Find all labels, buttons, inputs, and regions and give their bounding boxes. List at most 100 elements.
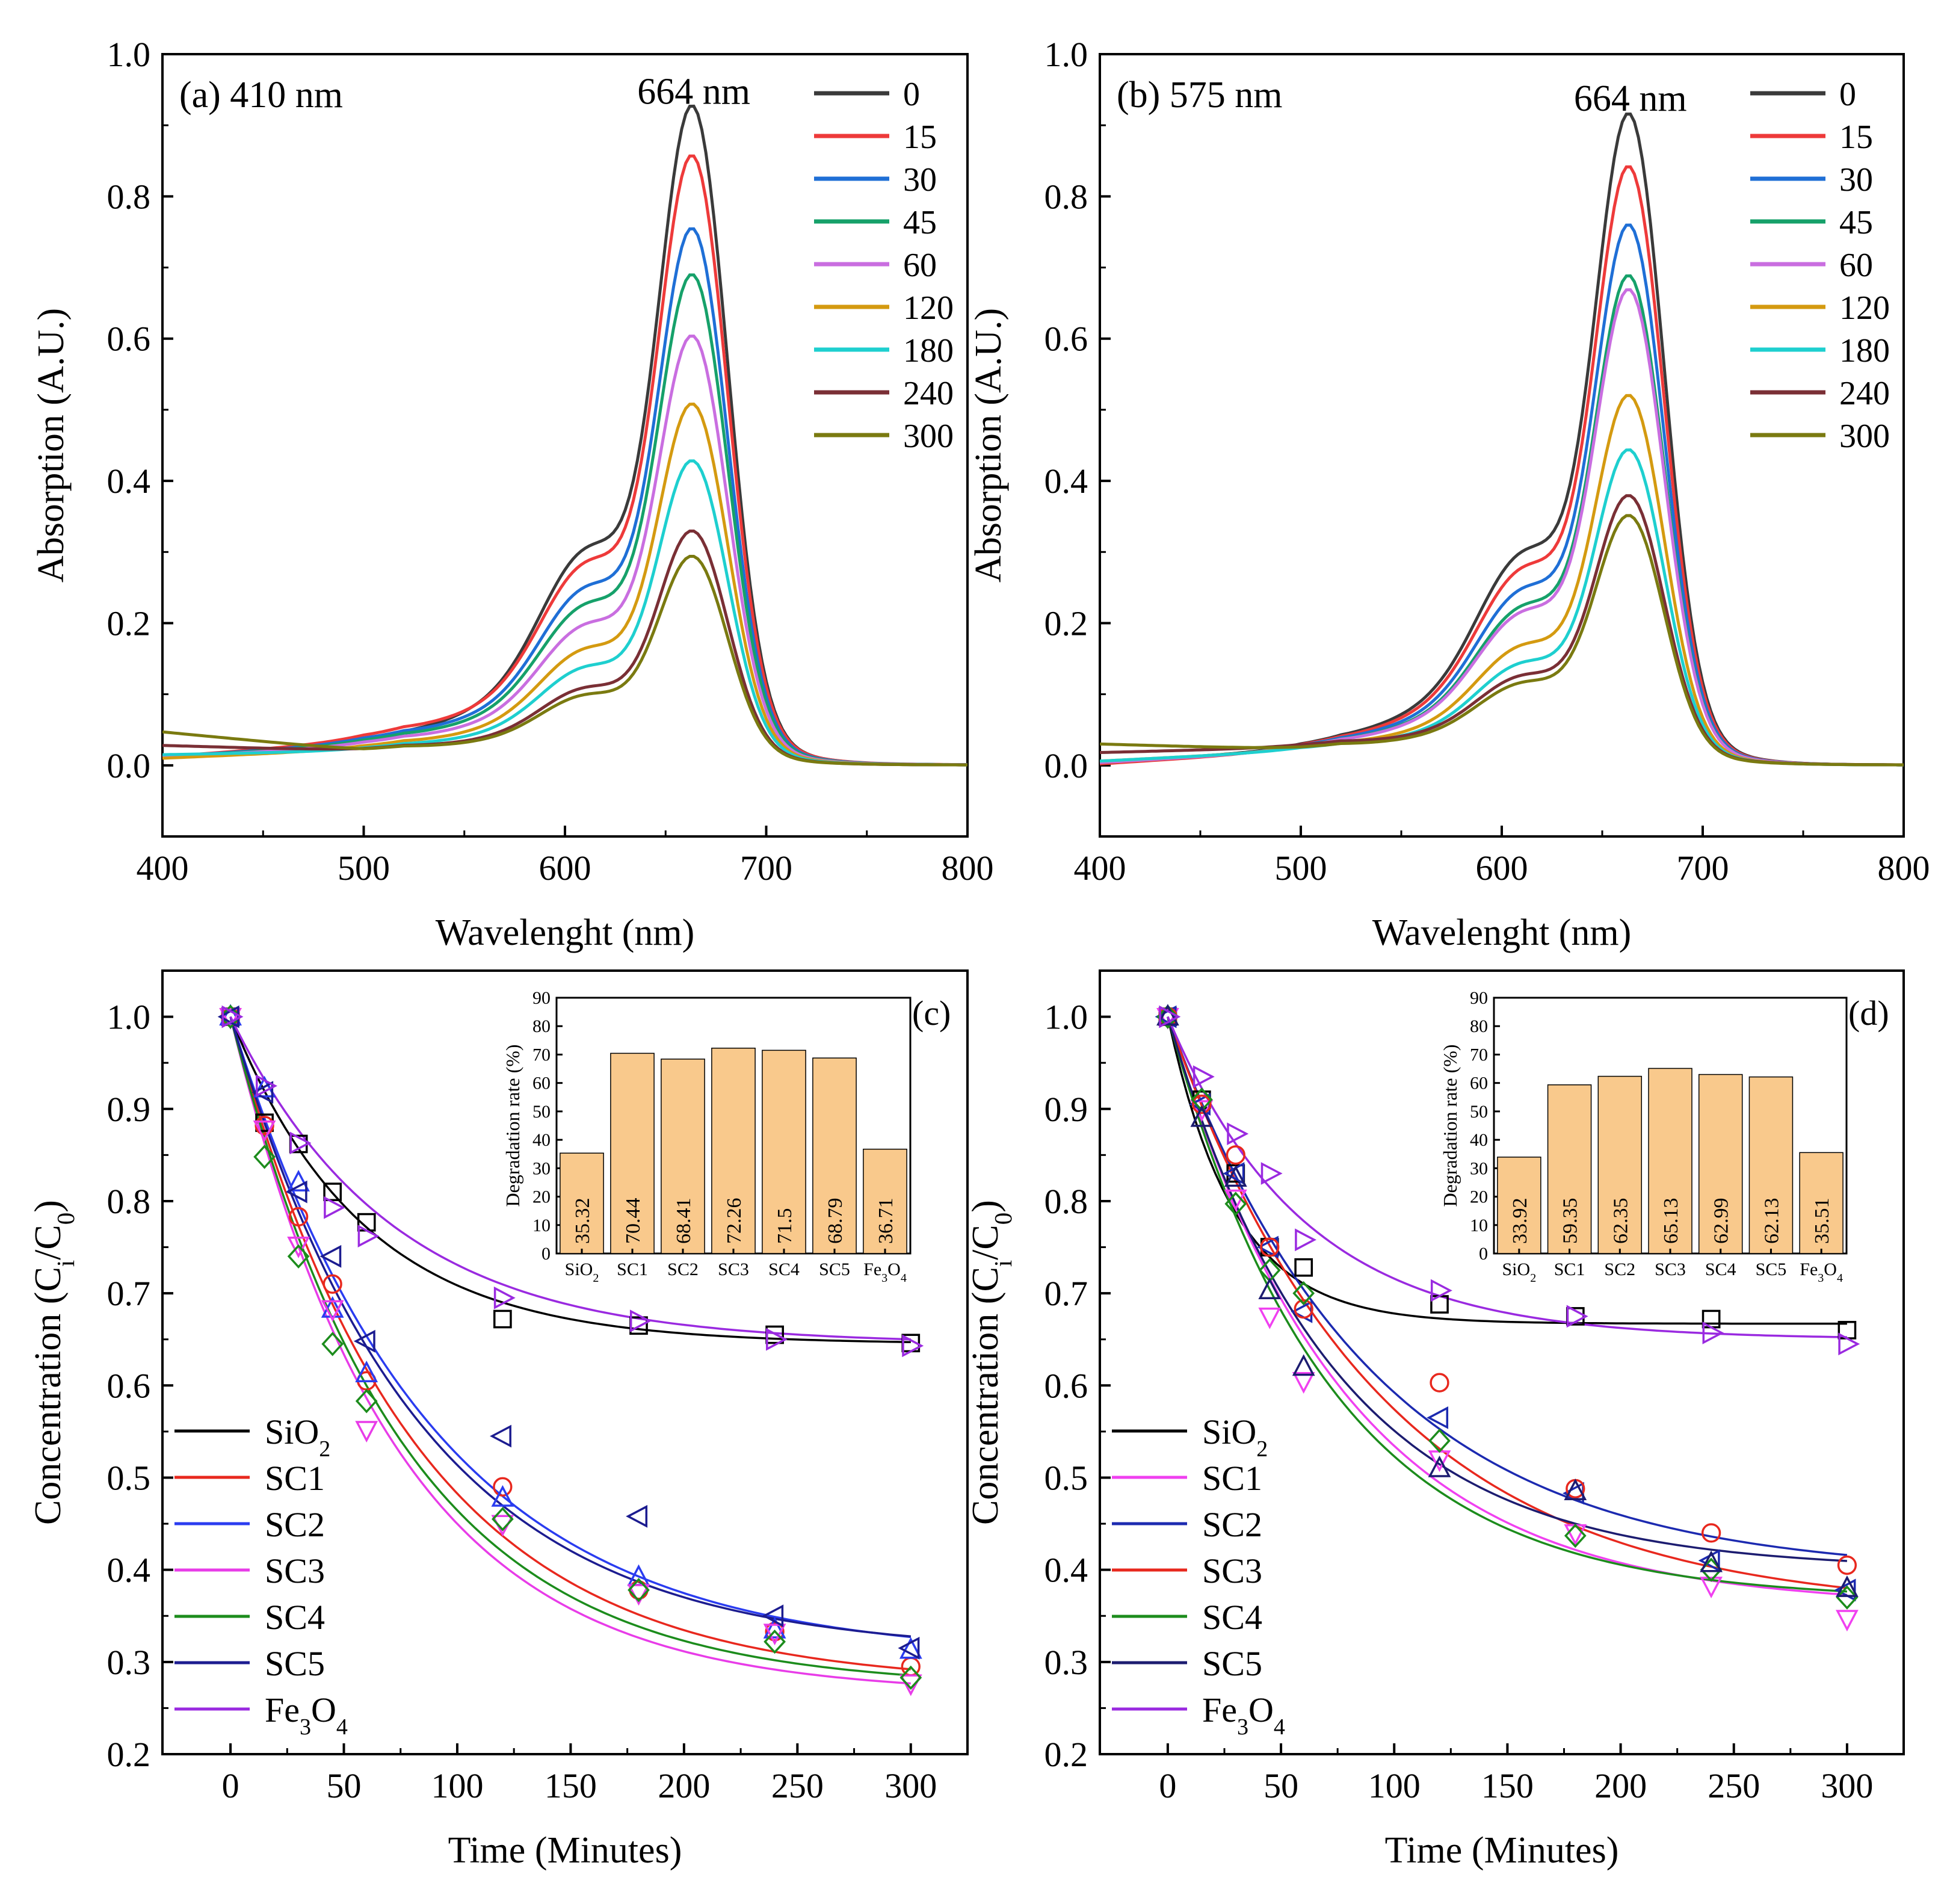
x-axis-label-a: Wavelenght (nm) xyxy=(436,912,695,953)
x-tick-label-c-4: 200 xyxy=(658,1766,710,1805)
legend-label-c-1-part: SC1 xyxy=(265,1459,325,1498)
x-tick-label-a-1: 500 xyxy=(338,848,390,888)
legend-label-b-180: 180 xyxy=(1839,332,1890,369)
inset-y-tick-label-d-4: 40 xyxy=(1470,1130,1488,1150)
inset-category-label-c-4-part: SC4 xyxy=(768,1260,800,1279)
legend-label-d-4-part: SC4 xyxy=(1202,1598,1262,1637)
inset-bar-label-d-1: 59.35 xyxy=(1560,1198,1582,1244)
x-axis-label-c: Time (Minutes) xyxy=(448,1830,682,1871)
legend-label-d-5-part: SC5 xyxy=(1202,1644,1262,1683)
legend-label-a-240: 240 xyxy=(903,375,954,412)
inset-y-tick-label-d-5: 50 xyxy=(1470,1102,1488,1122)
legend-label-c-2-part: SC2 xyxy=(265,1505,325,1544)
y-axis-label-d: Concentration (Ci/C0) xyxy=(965,1200,1017,1525)
inset-bar-c-2 xyxy=(661,1059,705,1254)
y-axis-label-c-part: ) xyxy=(28,1200,69,1213)
x-tick-label-b-2: 600 xyxy=(1476,848,1528,888)
data-point-d-SC4-2 xyxy=(1224,1192,1247,1216)
data-point-d-SC5-4 xyxy=(1292,1354,1315,1376)
x-tick-label-c-5: 250 xyxy=(771,1766,824,1805)
inset-bar-label-d-5: 62.13 xyxy=(1760,1198,1783,1244)
x-axis-label-b: Wavelenght (nm) xyxy=(1372,912,1632,953)
legend-label-b-240: 240 xyxy=(1839,375,1890,412)
legend-label-a-180: 180 xyxy=(903,332,954,369)
legend-label-c-6: Fe3O4 xyxy=(265,1690,348,1740)
data-point-c-SC5-7 xyxy=(762,1604,784,1628)
y-tick-label-c-0: 0.2 xyxy=(107,1735,151,1774)
plot-frame-d xyxy=(1099,969,1905,1755)
inset-y-axis-label-d: Degradation rate (%) xyxy=(1439,1044,1461,1207)
data-point-d-SC5-7 xyxy=(1700,1550,1723,1572)
legend-label-d-0: SiO2 xyxy=(1202,1412,1268,1462)
y-tick-label-c-2: 0.4 xyxy=(107,1551,151,1590)
data-point-d-SC1-7 xyxy=(1700,1577,1723,1599)
inset-bar-c-5 xyxy=(812,1057,857,1254)
x-tick-label-c-0: 0 xyxy=(222,1766,239,1805)
data-point-c-SC5-4 xyxy=(353,1329,375,1353)
legend-label-c-6-part: 4 xyxy=(336,1714,348,1740)
inset-category-label-c-2: SC2 xyxy=(667,1260,699,1279)
data-point-c-SC4-2 xyxy=(287,1244,310,1269)
inset-category-label-c-6-part: 3 xyxy=(881,1272,887,1285)
data-point-c-SC2-1 xyxy=(253,1075,276,1098)
data-point-c-SC4-8 xyxy=(899,1665,922,1690)
legend-label-c-6-part: 3 xyxy=(300,1714,311,1740)
data-point-c-SC5-0 xyxy=(217,1005,239,1028)
spectrum-line-b-120 xyxy=(1099,394,1904,767)
inset-y-tick-label-d-1: 10 xyxy=(1470,1216,1488,1235)
inset-category-label-c-4: SC4 xyxy=(768,1260,800,1279)
data-point-d-Fe3O4-7 xyxy=(1702,1321,1724,1344)
data-point-c-Fe3O4-8 xyxy=(902,1334,924,1358)
data-point-c-SC5-5 xyxy=(490,1424,511,1448)
inset-bar-c-3 xyxy=(711,1048,756,1254)
data-point-c-SC3-4 xyxy=(355,1421,378,1443)
inset-bar-d-5 xyxy=(1748,1076,1794,1254)
data-point-c-SC2-0 xyxy=(219,1004,242,1026)
data-point-d-SC4-1 xyxy=(1191,1087,1213,1112)
data-point-c-SC3-3 xyxy=(321,1300,344,1322)
data-point-c-Fe3O4-6 xyxy=(629,1309,652,1332)
y-tick-label-d-8: 1.0 xyxy=(1044,998,1088,1037)
x-tick-label-d-4: 200 xyxy=(1594,1766,1647,1805)
inset-category-label-d-2-part: SC2 xyxy=(1604,1260,1635,1279)
data-point-d-SC5-8 xyxy=(1836,1575,1859,1597)
data-point-c-SC5-6 xyxy=(626,1504,648,1528)
legend-label-c-0-part: 2 xyxy=(319,1436,330,1462)
x-tick-label-a-0: 400 xyxy=(137,848,189,888)
data-point-c-SC3-1 xyxy=(253,1120,276,1142)
y-tick-label-d-4: 0.6 xyxy=(1044,1366,1088,1405)
y-axis-label-c-part: Concentration (C xyxy=(28,1267,69,1525)
data-point-c-SC3-8 xyxy=(899,1674,922,1696)
x-tick-label-c-6: 300 xyxy=(884,1766,937,1805)
legend-label-d-0-part: 2 xyxy=(1256,1436,1268,1462)
x-tick-label-b-0: 400 xyxy=(1074,848,1126,888)
legend-label-a-300: 300 xyxy=(903,418,954,455)
data-point-d-Fe3O4-5 xyxy=(1430,1279,1452,1302)
data-point-c-SC4-5 xyxy=(492,1507,514,1532)
y-tick-label-b-0: 0.0 xyxy=(1044,746,1088,785)
inset-category-label-d-0: SiO2 xyxy=(1502,1260,1537,1285)
panel-annotation-a: (a) 410 nm xyxy=(179,75,343,116)
inset-y-tick-label-c-7: 70 xyxy=(532,1045,551,1065)
legend-label-c-0: SiO2 xyxy=(265,1412,330,1462)
data-point-d-SC1-3 xyxy=(1258,1307,1282,1329)
inset-bar-d-2 xyxy=(1597,1075,1643,1254)
inset-bar-d-6 xyxy=(1799,1152,1844,1254)
data-point-c-Fe3O4-4 xyxy=(357,1225,380,1247)
y-tick-label-a-5: 1.0 xyxy=(107,35,151,74)
data-point-c-SC4-4 xyxy=(355,1389,378,1414)
data-point-c-SC5-8 xyxy=(898,1636,920,1660)
y-tick-label-b-2: 0.4 xyxy=(1044,462,1088,501)
data-point-d-SC3-4 xyxy=(1294,1299,1313,1319)
data-point-c-Fe3O4-5 xyxy=(493,1286,516,1309)
inset-bar-c-4 xyxy=(762,1049,806,1254)
spectrum-line-b-300 xyxy=(1099,514,1904,767)
y-tick-label-d-3: 0.5 xyxy=(1044,1458,1088,1497)
data-point-d-SC3-5 xyxy=(1430,1373,1449,1392)
data-point-c-SC3-2 xyxy=(287,1236,310,1258)
inset-category-label-d-3: SC3 xyxy=(1655,1260,1686,1279)
data-point-c-SC2-3 xyxy=(321,1296,344,1318)
y-axis-label-b: Absorption (A.U.) xyxy=(968,308,1009,583)
inset-y-tick-label-c-8: 80 xyxy=(532,1016,551,1036)
data-point-d-Fe3O4-1 xyxy=(1193,1065,1215,1089)
